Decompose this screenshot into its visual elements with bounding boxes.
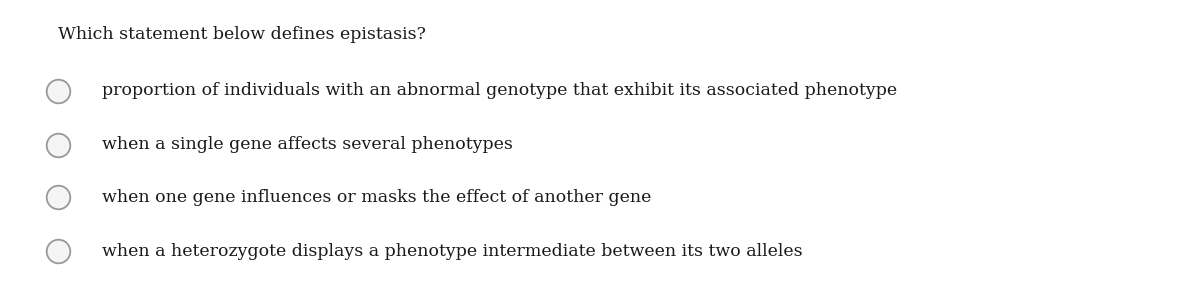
Text: when one gene influences or masks the effect of another gene: when one gene influences or masks the ef… [102, 189, 652, 206]
Text: when a heterozygote displays a phenotype intermediate between its two alleles: when a heterozygote displays a phenotype… [102, 243, 803, 260]
Text: when a single gene affects several phenotypes: when a single gene affects several pheno… [102, 136, 512, 153]
Text: Which statement below defines epistasis?: Which statement below defines epistasis? [58, 26, 426, 43]
Text: proportion of individuals with an abnormal genotype that exhibit its associated : proportion of individuals with an abnorm… [102, 82, 898, 99]
